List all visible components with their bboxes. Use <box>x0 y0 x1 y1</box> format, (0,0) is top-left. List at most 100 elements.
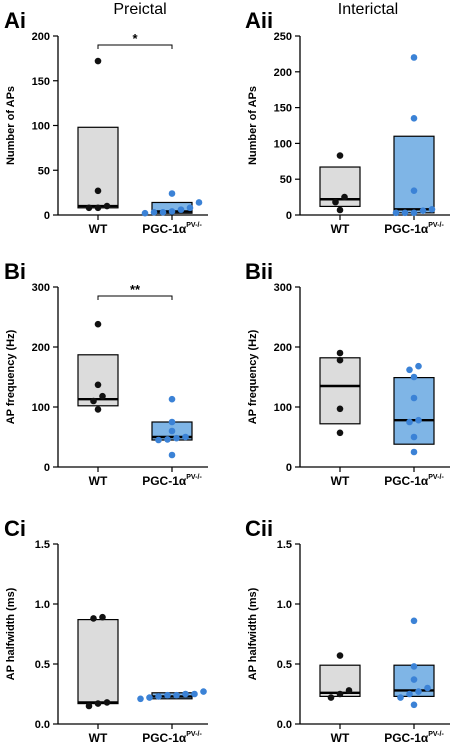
x-category-label: WT <box>331 222 350 236</box>
data-point <box>410 701 418 709</box>
x-category-label: PGC-1αPV-/- <box>384 474 444 488</box>
data-point <box>415 416 422 424</box>
data-point <box>103 202 111 210</box>
data-point <box>155 693 162 700</box>
data-point <box>141 209 149 217</box>
panel-label: Ai <box>4 8 26 33</box>
significance-bracket <box>97 44 173 49</box>
box-pgc <box>393 135 435 214</box>
data-point <box>410 115 418 122</box>
box-pgc <box>393 377 435 445</box>
data-point <box>103 699 111 706</box>
y-tick-label: 100 <box>32 121 50 133</box>
chart-panel-bi: Bi AP frequency (Hz) 0 100 200 300 WT PGC-1αPV-… <box>4 259 208 488</box>
y-tick-label: 1.0 <box>277 599 292 611</box>
data-point <box>336 405 344 413</box>
panel-label: Cii <box>245 516 273 541</box>
data-point <box>168 395 176 403</box>
chart-panel-ai: Ai Number of APs 0 50 100 150 200 WT PGC-1αPV-/-… <box>4 8 208 236</box>
y-tick-label: 300 <box>274 282 292 294</box>
data-point <box>182 690 189 698</box>
y-tick-label: 100 <box>274 138 292 150</box>
data-point <box>428 205 436 213</box>
y-tick-label: 1.5 <box>35 539 50 551</box>
data-point <box>191 690 198 698</box>
data-point <box>341 193 348 201</box>
data-point <box>164 691 171 699</box>
y-axis-label: AP halfwidth (ms) <box>247 587 259 680</box>
panel-label: Aii <box>245 8 273 33</box>
data-point <box>336 349 344 357</box>
data-point <box>410 209 418 217</box>
x-category-label: PGC-1αPV-/- <box>142 731 202 742</box>
data-point <box>137 695 144 703</box>
x-category-superscript: PV-/- <box>186 474 202 481</box>
x-category-label: WT <box>89 474 108 488</box>
data-point <box>336 652 344 659</box>
data-point <box>406 366 413 374</box>
y-tick-label: 1.5 <box>277 539 292 551</box>
data-point <box>164 436 171 443</box>
y-tick-label: 50 <box>38 165 50 177</box>
y-tick-label: 200 <box>274 342 292 354</box>
y-tick-label: 200 <box>32 342 50 354</box>
x-category-label: PGC-1αPV-/- <box>142 474 202 488</box>
data-point <box>397 694 404 701</box>
data-point <box>94 57 102 65</box>
data-point <box>168 190 176 197</box>
box-wt <box>319 166 361 208</box>
data-point <box>99 392 106 400</box>
data-point <box>415 688 422 695</box>
data-point <box>410 676 418 683</box>
data-point <box>94 187 102 195</box>
y-tick-label: 150 <box>274 103 292 115</box>
x-category-label: WT <box>89 222 108 236</box>
x-category-label: WT <box>331 474 350 488</box>
chart-panel-ci: Ci AP halfwidth (ms) 0.0 0.5 1.0 1.5 WT PGC-1αP… <box>4 516 208 742</box>
data-point <box>168 418 176 426</box>
column-title-left: Preictal <box>113 1 166 18</box>
data-point <box>168 451 176 459</box>
data-point <box>327 694 335 701</box>
data-point <box>94 700 102 707</box>
data-point <box>99 613 106 621</box>
x-category-superscript: PV-/- <box>186 222 202 229</box>
chart-panel-aii: Aii Number of APs 0 50 100 150 200 250 WT PGC-1αP… <box>245 8 450 236</box>
y-tick-label: 200 <box>32 31 50 43</box>
x-category-superscript: PV-/- <box>186 731 202 738</box>
data-point <box>410 433 418 441</box>
data-point <box>424 684 431 692</box>
data-point <box>94 406 102 413</box>
y-axis-label: AP halfwidth (ms) <box>5 587 17 680</box>
column-title-right: Interictal <box>338 1 398 18</box>
data-point <box>195 199 203 206</box>
y-tick-label: 0 <box>44 462 50 474</box>
y-tick-label: 50 <box>280 174 292 186</box>
panel-label: Bi <box>4 259 26 284</box>
y-tick-label: 300 <box>32 282 50 294</box>
data-point <box>392 209 400 217</box>
data-point <box>182 433 189 441</box>
y-axis-label: Number of APs <box>247 86 259 165</box>
y-tick-label: 0 <box>44 210 50 222</box>
data-point <box>159 209 167 216</box>
data-point <box>90 397 97 405</box>
data-point <box>85 702 93 710</box>
significance-bracket <box>97 295 173 300</box>
data-point <box>173 691 180 699</box>
data-point <box>410 663 418 670</box>
data-point <box>410 54 418 61</box>
data-point <box>345 687 353 694</box>
data-point <box>94 320 102 328</box>
y-tick-label: 150 <box>32 76 50 88</box>
y-axis-label: AP frequency (Hz) <box>247 329 259 424</box>
y-axis-label: AP frequency (Hz) <box>5 329 17 424</box>
x-category-label: PGC-1αPV-/- <box>384 222 444 236</box>
box-wt <box>319 357 361 425</box>
data-point <box>336 690 344 698</box>
data-point <box>415 362 422 370</box>
box-wt <box>77 354 119 407</box>
data-point <box>168 427 176 435</box>
data-point <box>401 209 409 217</box>
